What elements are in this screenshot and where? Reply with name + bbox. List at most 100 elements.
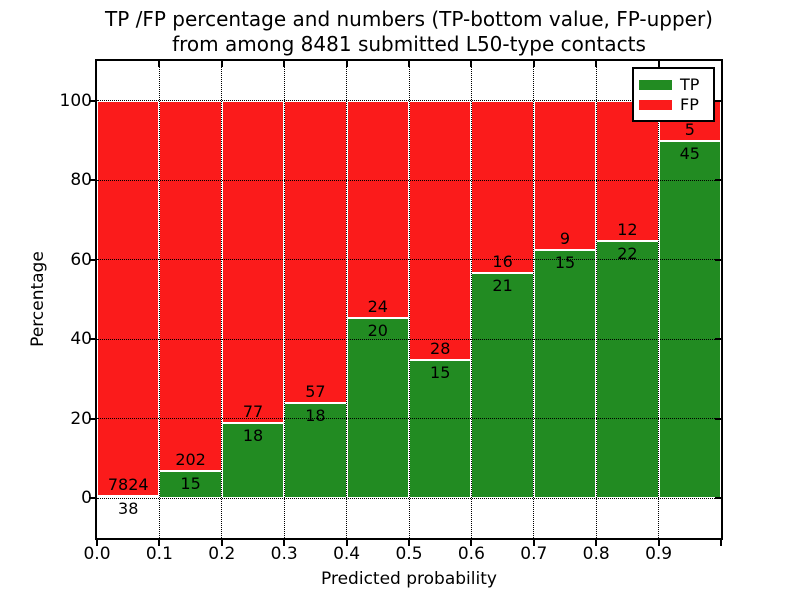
- x-tick-label: 0.8: [582, 544, 610, 564]
- top-tick-mark: [595, 61, 598, 67]
- top-tick-mark: [408, 61, 410, 67]
- y-tick-label: 40: [70, 329, 92, 350]
- left-tick-mark: [89, 417, 95, 420]
- vertical-gridline: [470, 61, 472, 538]
- fp-segment: [533, 100, 597, 250]
- bar-group: [346, 61, 409, 538]
- bottom-tick-mark: [408, 540, 410, 546]
- tp-count-label: 22: [617, 244, 638, 264]
- tp-count-label: 18: [305, 405, 326, 425]
- fp-segment: [284, 100, 347, 403]
- bottom-tick-mark: [220, 540, 223, 546]
- y-tick-label: 60: [70, 249, 92, 270]
- top-tick-mark: [532, 61, 535, 67]
- vertical-gridline: [658, 61, 660, 538]
- x-axis-label: Predicted probability: [321, 569, 497, 589]
- chart-title-line1: TP /FP percentage and numbers (TP-bottom…: [105, 7, 713, 31]
- bar-group: [284, 61, 347, 538]
- top-tick-mark: [657, 61, 660, 67]
- y-tick-label: 80: [70, 170, 92, 191]
- fp-segment: [596, 100, 659, 242]
- right-tick-mark: [715, 497, 721, 500]
- bottom-tick-mark: [96, 540, 98, 546]
- vertical-gridline: [533, 61, 535, 538]
- right-tick-mark: [715, 417, 721, 420]
- fp-count-label: 5: [684, 119, 695, 139]
- x-tick-label: 0.6: [457, 544, 485, 564]
- fp-count-label: 28: [430, 338, 451, 358]
- bar-group: [409, 61, 472, 538]
- bottom-tick-mark: [470, 540, 473, 546]
- top-tick-mark: [470, 61, 473, 67]
- left-tick-mark: [89, 99, 95, 102]
- top-tick-mark: [158, 61, 161, 67]
- x-tick-label: 0.2: [208, 544, 236, 564]
- vertical-gridline: [283, 61, 285, 538]
- fp-segment: [346, 100, 409, 318]
- y-tick-label: 20: [70, 408, 92, 429]
- tp-segment: [471, 272, 534, 499]
- fp-count-label: 12: [617, 220, 638, 240]
- fp-segment: [221, 100, 285, 423]
- legend: TP FP: [632, 67, 715, 122]
- bottom-tick-mark: [158, 540, 161, 546]
- y-tick-label: 100: [59, 90, 92, 111]
- bar-group: [471, 61, 534, 538]
- bar-group: [596, 61, 659, 538]
- tp-count-label: 15: [430, 362, 451, 382]
- bottom-tick-mark: [720, 540, 722, 546]
- x-tick-label: 0.5: [395, 544, 423, 564]
- left-tick-mark: [89, 497, 95, 500]
- x-tick-label: 0.7: [520, 544, 548, 564]
- legend-item-tp: TP: [639, 75, 709, 95]
- right-tick-mark: [715, 179, 721, 182]
- fp-count-label: 16: [492, 251, 513, 271]
- tp-segment: [409, 359, 472, 499]
- fp-count-label: 7824: [107, 475, 149, 495]
- x-tick-label: 0.3: [270, 544, 298, 564]
- left-tick-mark: [89, 258, 95, 261]
- vertical-gridline: [221, 61, 223, 538]
- fp-count-label: 57: [305, 381, 326, 401]
- fp-segment: [409, 100, 472, 360]
- tp-count-label: 15: [554, 252, 576, 272]
- legend-label: FP: [680, 95, 699, 114]
- bottom-tick-mark: [532, 540, 535, 546]
- right-tick-mark: [715, 338, 721, 341]
- tp-count-label: 20: [367, 320, 388, 340]
- bottom-tick-mark: [283, 540, 286, 546]
- legend-label: TP: [680, 75, 700, 94]
- x-tick-label: 0.0: [83, 544, 111, 564]
- x-tick-label: 0.4: [333, 544, 361, 564]
- bottom-tick-mark: [595, 540, 598, 546]
- x-tick-label: 0.1: [145, 544, 173, 564]
- x-tick-label: 0.9: [645, 544, 673, 564]
- top-tick-mark: [283, 61, 286, 67]
- bar-group: [221, 61, 285, 538]
- tp-segment: [658, 140, 721, 499]
- vertical-gridline: [158, 61, 160, 538]
- tp-count-label: 18: [242, 425, 264, 445]
- right-tick-mark: [715, 258, 721, 261]
- tp-count-label: 45: [679, 143, 700, 163]
- tp-segment: [221, 422, 285, 499]
- tp-segment: [159, 470, 222, 499]
- tp-segment: [533, 249, 597, 499]
- tp-segment: [346, 317, 409, 499]
- legend-item-fp: FP: [639, 95, 709, 115]
- left-tick-mark: [89, 338, 95, 341]
- bottom-tick-mark: [657, 540, 660, 546]
- fp-count-label: 9: [559, 228, 571, 248]
- bar-group: [97, 61, 160, 538]
- tp-count-label: 38: [118, 499, 139, 519]
- legend-swatch-tp-icon: [639, 80, 672, 90]
- top-tick-mark: [345, 61, 348, 67]
- bar-group: [159, 61, 222, 538]
- bottom-tick-mark: [345, 540, 348, 546]
- plot-area: 7824 38 202 15 77 18 57 18 24 20 28 15 16 21 9 15 12 22 5 4…: [95, 59, 723, 540]
- tp-segment: [596, 241, 659, 499]
- fp-segment: [159, 100, 222, 471]
- top-tick-mark: [220, 61, 223, 67]
- fp-segment: [471, 100, 534, 273]
